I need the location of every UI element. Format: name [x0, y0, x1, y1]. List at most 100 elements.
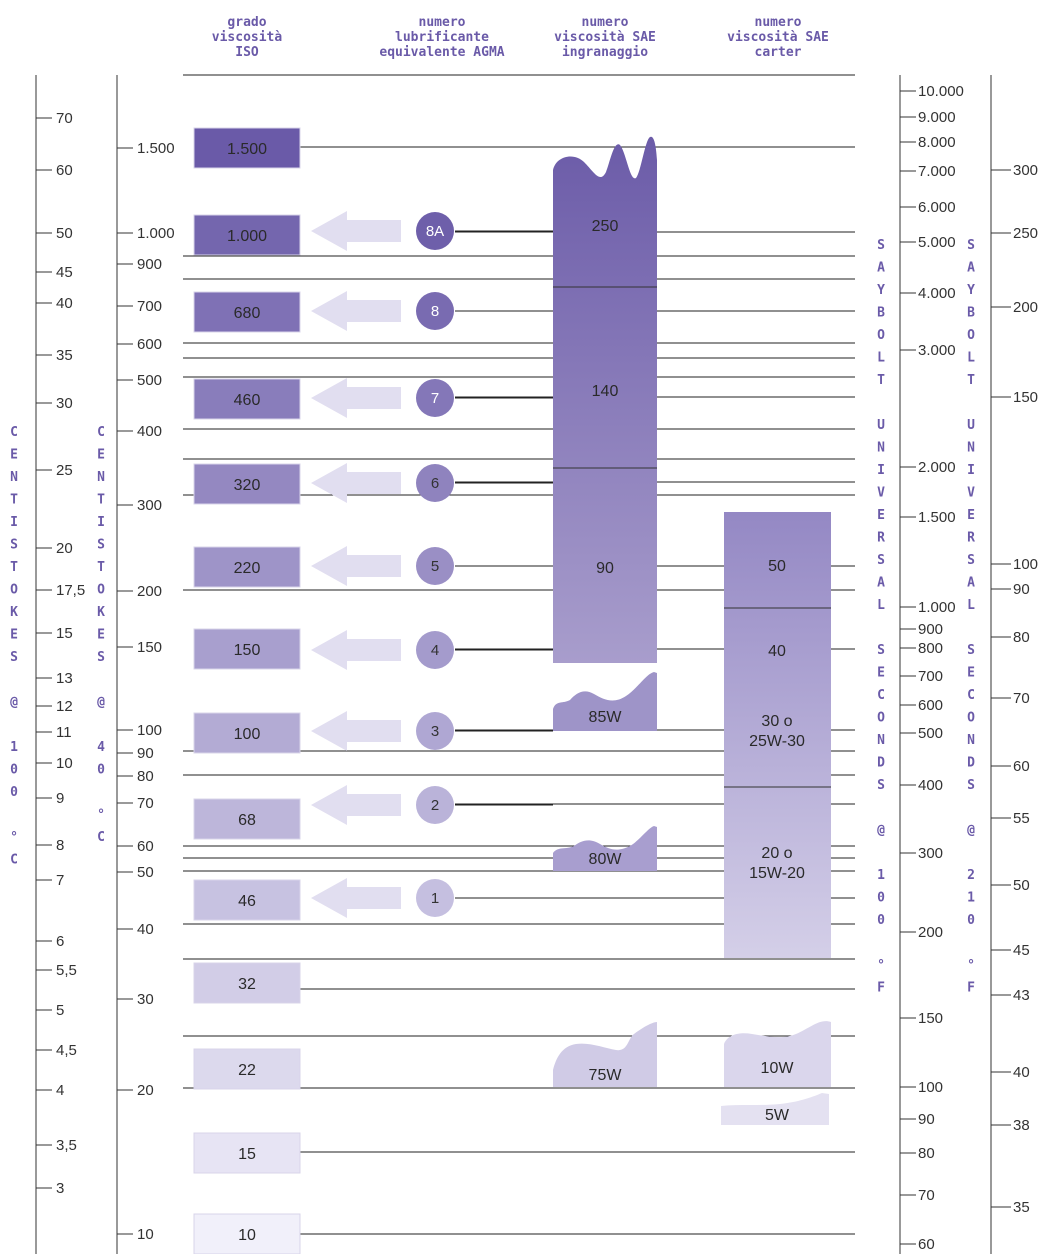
axis-tick-label: 300	[918, 845, 943, 862]
sae-engine-label: 40	[768, 643, 786, 660]
agma-arrow	[311, 630, 401, 670]
axis-tick-label: 10	[137, 1226, 154, 1243]
axis-tick-label: 40	[56, 295, 73, 312]
axis-label-char: O	[97, 583, 105, 598]
axis-tick-label: 50	[1013, 877, 1030, 894]
column-header-line: lubrificante	[395, 30, 489, 45]
agma-label: 7	[431, 390, 439, 407]
axis-label-char: B	[877, 306, 885, 321]
axis-tick-label: 3.000	[918, 342, 956, 359]
iso-grade-box	[193, 463, 301, 505]
axis-label-char: V	[967, 486, 975, 501]
axis-label-char: E	[10, 448, 18, 463]
axis-tick-label: 3	[56, 1180, 64, 1197]
axis-tick-label: 150	[918, 1010, 943, 1027]
axis-label-char: T	[97, 493, 105, 508]
axis-label-char: E	[10, 628, 18, 643]
sae-engine-column: 50 40 30 o 25W-30 20 o 15W-20 10W 5W	[721, 512, 831, 1125]
axis-tick-label: 11	[56, 724, 72, 741]
axis-label-char: E	[97, 628, 105, 643]
axis-label-char: B	[967, 306, 975, 321]
axis-label-char: K	[97, 605, 105, 620]
axis-label-char: S	[967, 778, 975, 793]
column-header-line: grado	[227, 15, 266, 30]
axis-label-char: 0	[877, 913, 885, 928]
axis-label-char: E	[877, 666, 885, 681]
agma-label: 2	[431, 797, 439, 814]
axis-tick-label: 12	[56, 698, 73, 715]
iso-grade-box	[193, 127, 301, 169]
iso-grade-label: 22	[238, 1062, 256, 1079]
axis-tick-label: 90	[918, 1111, 935, 1128]
axis-tick-label: 400	[137, 423, 162, 440]
axis-tick-label: 15	[56, 625, 73, 642]
axis-tick-label: 25	[56, 462, 73, 479]
agma-label: 8	[431, 303, 439, 320]
axis-tick-label: 5.000	[918, 234, 956, 251]
axis-label-char: 1	[967, 891, 975, 906]
axis-tick-label: 200	[918, 924, 943, 941]
axis-tick-label: 700	[137, 298, 162, 315]
axis-label-char: A	[967, 261, 975, 276]
agma-label: 6	[431, 475, 439, 492]
axis-tick-label: 60	[137, 838, 154, 855]
axis-tick-label: 6.000	[918, 199, 956, 216]
axis-tick-label: 1.000	[137, 225, 175, 242]
axis-label-char: C	[97, 830, 105, 845]
axis-label-char: K	[10, 605, 18, 620]
axis-label-char: R	[877, 531, 885, 546]
axis-label-char: F	[877, 981, 885, 996]
axis-label-char: O	[877, 328, 885, 343]
axis-tick-label: 150	[1013, 389, 1038, 406]
agma-circle	[416, 292, 454, 330]
axis-label-char: 0	[10, 763, 18, 778]
axis-label-char: @	[967, 823, 975, 838]
axis-label-char: L	[967, 598, 975, 613]
axis-tick-label: 70	[56, 110, 73, 127]
agma-arrow	[311, 291, 401, 331]
sae-gear-label: 250	[592, 218, 619, 235]
column-header-line: carter	[755, 45, 802, 60]
iso-grade-box	[193, 1213, 301, 1254]
sae-engine-5w-shape	[721, 1093, 829, 1125]
axis-tick-label: 70	[137, 795, 154, 812]
axis-label-char: U	[967, 418, 975, 433]
axis-tick-label: 3,5	[56, 1137, 77, 1154]
sae-engine-label: 15W-20	[749, 865, 805, 882]
sae-engine-label: 10W	[761, 1060, 795, 1077]
iso-grade-box	[193, 628, 301, 670]
axis-label-char: N	[877, 441, 885, 456]
axis-tick-label: 300	[1013, 162, 1038, 179]
agma-arrow	[311, 785, 401, 825]
axis-label-char: °	[877, 958, 885, 973]
agma-circle	[416, 464, 454, 502]
iso-grade-box	[193, 291, 301, 333]
axis-tick-label: 600	[918, 697, 943, 714]
axis-label-char: O	[967, 711, 975, 726]
iso-grade-column: 1.500 1.000 680 460 320 220 150 100 68 46 32 22 15 10	[193, 127, 301, 1254]
column-header-line: viscosità SAE	[554, 30, 656, 45]
axis-tick-label: 60	[56, 162, 73, 179]
axis-tick-label: 30	[56, 395, 73, 412]
iso-grade-box	[193, 712, 301, 754]
agma-label: 4	[431, 642, 439, 659]
sae-engine-label: 20 o	[761, 845, 792, 862]
axis-label-char: N	[97, 470, 105, 485]
axis-label-char: E	[97, 448, 105, 463]
axis-tick-label: 200	[1013, 299, 1038, 316]
agma-circle	[416, 212, 454, 250]
column-headers: gradoviscositàISOnumerolubrificanteequiv…	[212, 15, 829, 60]
axis-tick-label: 80	[137, 768, 154, 785]
column-header-line: numero	[755, 15, 802, 30]
agma-circle	[416, 547, 454, 585]
axis-tick-label: 9	[56, 790, 64, 807]
axis-label-char: 1	[10, 740, 18, 755]
axis-label-char: 2	[967, 868, 975, 883]
axis-label-char: V	[877, 486, 885, 501]
axis-label-char: I	[967, 463, 975, 478]
axis-tick-label: 400	[918, 777, 943, 794]
axis-label-char: Y	[967, 283, 975, 298]
sae-engine-label: 5W	[765, 1107, 790, 1124]
iso-grade-label: 10	[238, 1227, 256, 1244]
